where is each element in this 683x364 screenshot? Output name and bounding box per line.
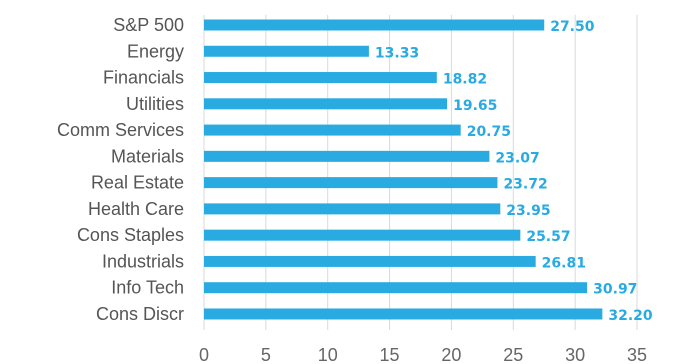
category-label: Energy bbox=[127, 41, 184, 61]
category-label: Financials bbox=[103, 68, 184, 88]
category-label: Real Estate bbox=[91, 173, 184, 193]
category-label: Health Care bbox=[88, 199, 184, 219]
bar bbox=[204, 45, 369, 57]
x-tick-label: 25 bbox=[503, 345, 523, 364]
bar bbox=[204, 229, 521, 241]
bar bbox=[204, 308, 603, 320]
category-labels: S&P 500 Energy Financials Utilities Comm Ser… bbox=[57, 15, 184, 324]
category-label: Comm Services bbox=[57, 120, 184, 140]
x-tick-label: 35 bbox=[627, 345, 647, 364]
bar bbox=[204, 255, 536, 267]
category-label: Materials bbox=[111, 146, 184, 166]
data-label: 23.07 bbox=[495, 150, 539, 166]
x-tick-label: 5 bbox=[261, 345, 271, 364]
bar bbox=[204, 177, 498, 189]
data-label: 27.50 bbox=[550, 19, 595, 35]
category-label: Cons Discr bbox=[96, 304, 184, 324]
category-label: Info Tech bbox=[111, 278, 184, 298]
bar bbox=[204, 98, 448, 110]
bar bbox=[204, 19, 545, 31]
bar bbox=[204, 72, 437, 84]
data-label: 32.20 bbox=[608, 308, 653, 324]
data-label: 13.33 bbox=[375, 45, 419, 61]
bar bbox=[204, 203, 501, 215]
x-axis-ticks: 0 5 10 15 20 25 30 35 bbox=[199, 345, 647, 364]
category-label: Cons Staples bbox=[77, 225, 184, 245]
data-label: 19.65 bbox=[453, 98, 497, 114]
data-label: 20.75 bbox=[467, 124, 511, 140]
x-tick-label: 0 bbox=[199, 345, 209, 364]
data-label: 26.81 bbox=[542, 255, 586, 271]
x-tick-label: 10 bbox=[318, 345, 338, 364]
bars bbox=[204, 19, 603, 320]
gridlines bbox=[203, 15, 638, 330]
category-label: Utilities bbox=[126, 94, 184, 114]
x-tick-label: 20 bbox=[441, 345, 461, 364]
data-labels: 27.50 13.33 18.82 19.65 20.75 23.07 23.72 23.95… bbox=[375, 19, 653, 324]
data-label: 18.82 bbox=[443, 72, 487, 88]
data-label: 30.97 bbox=[593, 282, 637, 298]
data-label: 25.57 bbox=[526, 229, 570, 245]
bar bbox=[204, 282, 588, 294]
category-label: S&P 500 bbox=[113, 15, 184, 35]
x-tick-label: 30 bbox=[565, 345, 585, 364]
x-tick-label: 15 bbox=[380, 345, 400, 364]
category-label: Industrials bbox=[102, 251, 184, 271]
bar bbox=[204, 124, 461, 136]
bar bbox=[204, 150, 490, 162]
data-label: 23.72 bbox=[503, 177, 547, 193]
data-label: 23.95 bbox=[506, 203, 550, 219]
